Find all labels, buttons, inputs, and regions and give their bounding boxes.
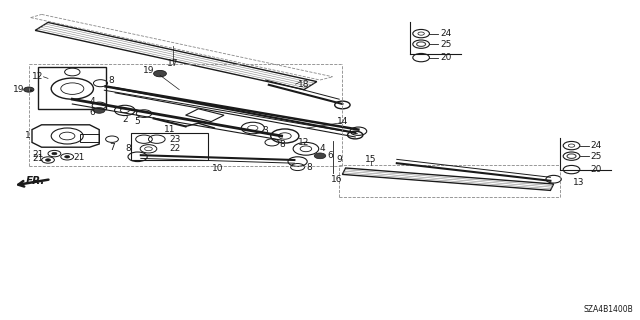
Text: 20: 20 xyxy=(440,53,452,62)
Text: 25: 25 xyxy=(440,40,452,49)
Text: 1: 1 xyxy=(25,132,31,140)
Circle shape xyxy=(314,153,326,159)
Text: 8: 8 xyxy=(109,76,115,85)
Text: 14: 14 xyxy=(337,117,348,126)
Text: 8: 8 xyxy=(125,144,131,153)
Bar xyxy=(80,134,99,142)
Text: 6: 6 xyxy=(89,108,95,117)
Text: 21: 21 xyxy=(32,150,44,159)
Text: 7: 7 xyxy=(109,143,115,152)
Text: 25: 25 xyxy=(591,152,602,161)
Text: 24: 24 xyxy=(440,29,452,38)
Text: 13: 13 xyxy=(573,178,584,187)
Text: 19: 19 xyxy=(13,85,24,94)
Text: 16: 16 xyxy=(331,175,342,184)
Bar xyxy=(131,133,208,160)
Circle shape xyxy=(65,156,70,158)
Circle shape xyxy=(24,87,34,92)
Circle shape xyxy=(93,108,105,113)
Text: 17: 17 xyxy=(167,60,179,68)
Text: 23: 23 xyxy=(170,135,181,144)
Text: 9: 9 xyxy=(336,156,342,164)
Text: 12: 12 xyxy=(32,72,44,81)
Text: 3: 3 xyxy=(262,126,268,135)
Text: SZA4B1400B: SZA4B1400B xyxy=(584,305,634,314)
Bar xyxy=(38,67,106,109)
Text: 6: 6 xyxy=(328,151,333,160)
Text: 19: 19 xyxy=(143,66,155,75)
Text: 8: 8 xyxy=(306,163,312,172)
Text: 4: 4 xyxy=(89,97,95,106)
Text: 5: 5 xyxy=(135,117,140,126)
Text: FR.: FR. xyxy=(26,176,45,186)
Text: 21: 21 xyxy=(74,153,85,162)
Circle shape xyxy=(45,159,51,161)
Text: 24: 24 xyxy=(591,141,602,150)
Text: 21: 21 xyxy=(32,154,44,163)
Text: 20: 20 xyxy=(591,165,602,174)
Text: 18: 18 xyxy=(298,80,309,89)
Text: 22: 22 xyxy=(170,144,181,153)
Circle shape xyxy=(154,70,166,77)
Text: 15: 15 xyxy=(365,156,377,164)
Circle shape xyxy=(52,152,57,155)
Text: 4: 4 xyxy=(320,144,326,153)
Text: 2: 2 xyxy=(122,115,127,124)
Text: 8: 8 xyxy=(279,140,285,149)
Text: 10: 10 xyxy=(212,164,223,173)
Text: 11: 11 xyxy=(164,125,175,134)
Text: 12: 12 xyxy=(298,138,309,147)
